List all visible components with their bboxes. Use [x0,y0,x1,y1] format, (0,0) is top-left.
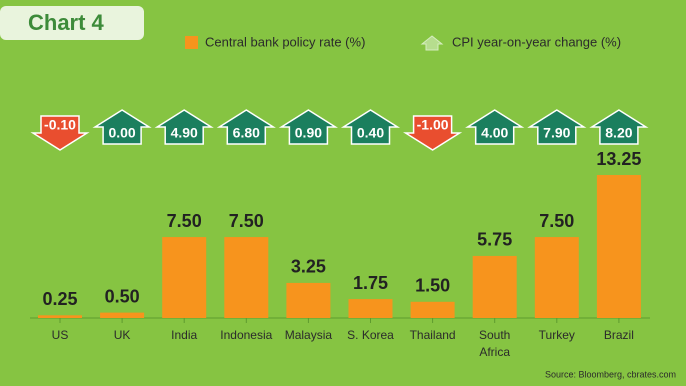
data-label: 0.50 [105,286,140,306]
x-tick-label: India [171,328,198,342]
cpi-arrow [278,109,338,145]
data-label: 7.90 [543,125,570,141]
cpi-arrow [589,109,649,145]
x-tick-label: Indonesia [220,328,273,342]
x-tick-label: UK [113,328,131,342]
legend-swatch [420,35,444,51]
data-label: 8.20 [605,125,632,141]
x-tick-label: Malaysia [284,328,333,342]
legend-label: Central bank policy rate (%) [205,34,365,49]
data-label: 1.50 [415,276,450,296]
source: Source: Bloomberg, cbrates.com [545,369,676,379]
legend-swatch [185,36,198,49]
bar [224,237,269,318]
cpi-arrow [154,109,214,145]
cpi-arrow [340,109,401,145]
bar [38,315,82,318]
cpi-arrow [216,109,276,145]
data-label: 1.75 [353,273,388,293]
bar [286,282,331,318]
data-label: 4.00 [481,125,508,141]
data-label: 13.25 [596,149,641,169]
x-tick-label: Turkey [538,328,575,342]
data-label: 0.90 [295,125,322,141]
data-label: 0.00 [108,125,135,141]
data-label: 7.50 [167,211,202,231]
data-label: 3.25 [291,257,326,277]
cpi-arrow [465,109,525,145]
bar [348,299,393,318]
cpi-arrow [527,109,587,145]
data-label: 6.80 [233,125,260,141]
data-label: -0.10 [44,117,76,133]
data-label: 0.25 [42,289,77,309]
data-label: 7.50 [539,211,574,231]
data-label: 5.75 [477,230,512,250]
x-tick-label: US [51,328,69,342]
cpi-arrow [403,115,463,151]
bar [100,312,145,318]
x-tick-label: Brazil [603,328,634,342]
bar [410,301,455,318]
data-label: 0.40 [357,125,384,141]
data-label: -1.00 [417,117,449,133]
bar [162,237,207,318]
title-box [0,6,144,40]
x-tick-label: Thailand [409,328,456,342]
cpi-arrow [92,109,152,145]
legend-label: CPI year-on-year change (%) [452,34,621,49]
bar [472,255,517,318]
x-tick-label: South Africa [479,328,511,359]
data-label: 7.50 [229,211,264,231]
cpi-arrow [30,115,90,151]
bar [596,175,641,318]
chart-title: Chart 4 [28,10,105,35]
bar [534,237,579,318]
x-tick-label: S. Korea [347,328,394,342]
data-label: 4.90 [171,125,198,141]
